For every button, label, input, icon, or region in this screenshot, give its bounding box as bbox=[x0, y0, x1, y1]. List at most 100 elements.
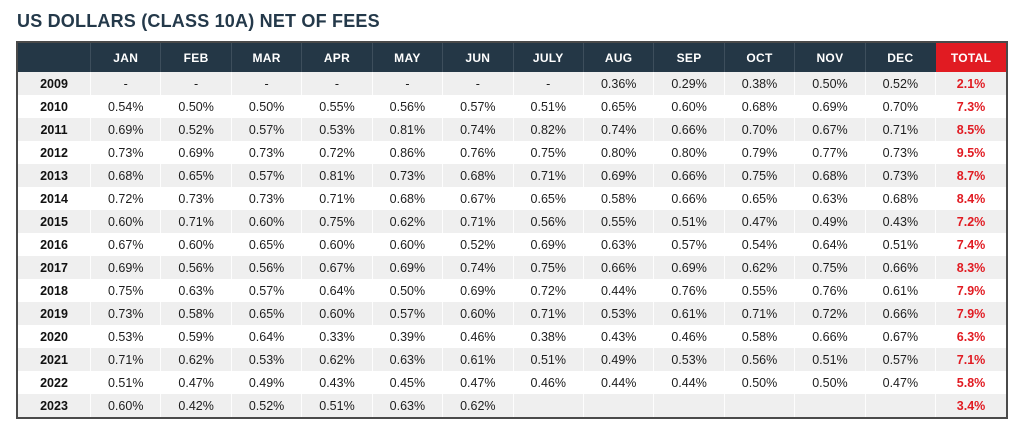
value-cell-2012-jun: 0.76% bbox=[442, 141, 514, 164]
value-cell-2022-oct: 0.50% bbox=[723, 371, 795, 394]
value-cell-2021-jan: 0.71% bbox=[89, 348, 161, 371]
value-cell-2021-may: 0.63% bbox=[371, 348, 443, 371]
value-cell-2016-sep: 0.57% bbox=[653, 233, 725, 256]
value-cell-2021-jun: 0.61% bbox=[442, 348, 514, 371]
value-cell-2015-oct: 0.47% bbox=[723, 210, 795, 233]
value-cell-2019-may: 0.57% bbox=[371, 302, 443, 325]
value-cell-2023-may: 0.63% bbox=[371, 394, 443, 417]
value-cell-2015-dec: 0.43% bbox=[864, 210, 936, 233]
table-row-2014: 2014 0.72% 0.73% 0.73% 0.71% 0.68% 0.67% 0.65% 0… bbox=[18, 187, 1006, 210]
value-cell-2018-feb: 0.63% bbox=[160, 279, 232, 302]
column-header-oct: OCT bbox=[723, 43, 795, 72]
value-cell-2022-jun: 0.47% bbox=[442, 371, 514, 394]
column-header-jan: JAN bbox=[89, 43, 161, 72]
value-cell-2021-dec: 0.57% bbox=[864, 348, 936, 371]
value-cell-2021-sep: 0.53% bbox=[653, 348, 725, 371]
value-cell-2016-july: 0.69% bbox=[512, 233, 584, 256]
value-cell-2011-jan: 0.69% bbox=[89, 118, 161, 141]
value-cell-2011-feb: 0.52% bbox=[160, 118, 232, 141]
table-row-2017: 2017 0.69% 0.56% 0.56% 0.67% 0.69% 0.74% 0.75% 0… bbox=[18, 256, 1006, 279]
value-cell-2018-july: 0.72% bbox=[512, 279, 584, 302]
value-cell-2017-may: 0.69% bbox=[371, 256, 443, 279]
value-cell-2022-july: 0.46% bbox=[512, 371, 584, 394]
value-cell-2010-jan: 0.54% bbox=[89, 95, 161, 118]
value-cell-2013-may: 0.73% bbox=[371, 164, 443, 187]
value-cell-2022-jan: 0.51% bbox=[89, 371, 161, 394]
value-cell-2016-jan: 0.67% bbox=[89, 233, 161, 256]
value-cell-2017-feb: 0.56% bbox=[160, 256, 232, 279]
value-cell-2021-feb: 0.62% bbox=[160, 348, 232, 371]
value-cell-2009-jan: - bbox=[89, 72, 161, 95]
value-cell-2021-apr: 0.62% bbox=[301, 348, 373, 371]
total-cell-2019: 7.9% bbox=[935, 302, 1006, 325]
total-cell-2012: 9.5% bbox=[935, 141, 1006, 164]
column-header-jun: JUN bbox=[442, 43, 514, 72]
total-cell-2016: 7.4% bbox=[935, 233, 1006, 256]
table-row-2010: 2010 0.54% 0.50% 0.50% 0.55% 0.56% 0.57% 0.51% 0… bbox=[18, 95, 1006, 118]
value-cell-2019-aug: 0.53% bbox=[582, 302, 654, 325]
value-cell-2009-dec: 0.52% bbox=[864, 72, 936, 95]
value-cell-2013-apr: 0.81% bbox=[301, 164, 373, 187]
value-cell-2012-aug: 0.80% bbox=[582, 141, 654, 164]
value-cell-2019-sep: 0.61% bbox=[653, 302, 725, 325]
value-cell-2022-feb: 0.47% bbox=[160, 371, 232, 394]
value-cell-2012-july: 0.75% bbox=[512, 141, 584, 164]
column-header-year bbox=[18, 43, 91, 72]
value-cell-2014-july: 0.65% bbox=[512, 187, 584, 210]
value-cell-2009-july: - bbox=[512, 72, 584, 95]
value-cell-2014-mar: 0.73% bbox=[230, 187, 302, 210]
value-cell-2023-mar: 0.52% bbox=[230, 394, 302, 417]
value-cell-2018-aug: 0.44% bbox=[582, 279, 654, 302]
column-header-dec: DEC bbox=[864, 43, 936, 72]
row-year-label: 2012 bbox=[40, 145, 68, 160]
column-header-sep: SEP bbox=[653, 43, 725, 72]
value-cell-2020-sep: 0.46% bbox=[653, 325, 725, 348]
value-cell-2021-aug: 0.49% bbox=[582, 348, 654, 371]
column-header-july: JULY bbox=[512, 43, 584, 72]
value-cell-2014-nov: 0.63% bbox=[794, 187, 866, 210]
value-cell-2019-july: 0.71% bbox=[512, 302, 584, 325]
value-cell-2019-nov: 0.72% bbox=[794, 302, 866, 325]
row-year-label: 2013 bbox=[40, 168, 68, 183]
row-year-label: 2022 bbox=[40, 375, 68, 390]
value-cell-2016-jun: 0.52% bbox=[442, 233, 514, 256]
value-cell-2021-oct: 0.56% bbox=[723, 348, 795, 371]
value-cell-2012-jan: 0.73% bbox=[89, 141, 161, 164]
value-cell-2011-dec: 0.71% bbox=[864, 118, 936, 141]
value-cell-2010-apr: 0.55% bbox=[301, 95, 373, 118]
total-cell-2018: 7.9% bbox=[935, 279, 1006, 302]
total-cell-2020: 6.3% bbox=[935, 325, 1006, 348]
value-cell-2015-mar: 0.60% bbox=[230, 210, 302, 233]
table-row-2020: 2020 0.53% 0.59% 0.64% 0.33% 0.39% 0.46% 0.38% 0… bbox=[18, 325, 1006, 348]
total-cell-2017: 8.3% bbox=[935, 256, 1006, 279]
returns-table-container: JAN FEB MAR APR MAY JUN JULY AUG SEP OCT NOV DEC TOT… bbox=[16, 41, 1008, 419]
value-cell-2023-aug bbox=[582, 394, 654, 417]
value-cell-2020-mar: 0.64% bbox=[230, 325, 302, 348]
value-cell-2014-jun: 0.67% bbox=[442, 187, 514, 210]
value-cell-2014-may: 0.68% bbox=[371, 187, 443, 210]
value-cell-2010-dec: 0.70% bbox=[864, 95, 936, 118]
value-cell-2019-jan: 0.73% bbox=[89, 302, 161, 325]
value-cell-2009-nov: 0.50% bbox=[794, 72, 866, 95]
total-cell-2009: 2.1% bbox=[935, 72, 1006, 95]
row-year-label: 2018 bbox=[40, 283, 68, 298]
value-cell-2022-may: 0.45% bbox=[371, 371, 443, 394]
value-cell-2012-apr: 0.72% bbox=[301, 141, 373, 164]
value-cell-2010-feb: 0.50% bbox=[160, 95, 232, 118]
value-cell-2010-may: 0.56% bbox=[371, 95, 443, 118]
value-cell-2018-jun: 0.69% bbox=[442, 279, 514, 302]
value-cell-2017-apr: 0.67% bbox=[301, 256, 373, 279]
row-year-label: 2014 bbox=[40, 191, 68, 206]
value-cell-2017-jun: 0.74% bbox=[442, 256, 514, 279]
table-row-2011: 2011 0.69% 0.52% 0.57% 0.53% 0.81% 0.74% 0.82% 0… bbox=[18, 118, 1006, 141]
value-cell-2021-mar: 0.53% bbox=[230, 348, 302, 371]
table-row-2022: 2022 0.51% 0.47% 0.49% 0.43% 0.45% 0.47% 0.46% 0… bbox=[18, 371, 1006, 394]
value-cell-2017-sep: 0.69% bbox=[653, 256, 725, 279]
value-cell-2023-feb: 0.42% bbox=[160, 394, 232, 417]
table-header: JAN FEB MAR APR MAY JUN JULY AUG SEP OCT NOV DEC TOT… bbox=[18, 43, 1006, 72]
column-header-nov: NOV bbox=[794, 43, 866, 72]
row-year-label: 2015 bbox=[40, 214, 68, 229]
value-cell-2015-may: 0.62% bbox=[371, 210, 443, 233]
value-cell-2011-aug: 0.74% bbox=[582, 118, 654, 141]
value-cell-2010-july: 0.51% bbox=[512, 95, 584, 118]
